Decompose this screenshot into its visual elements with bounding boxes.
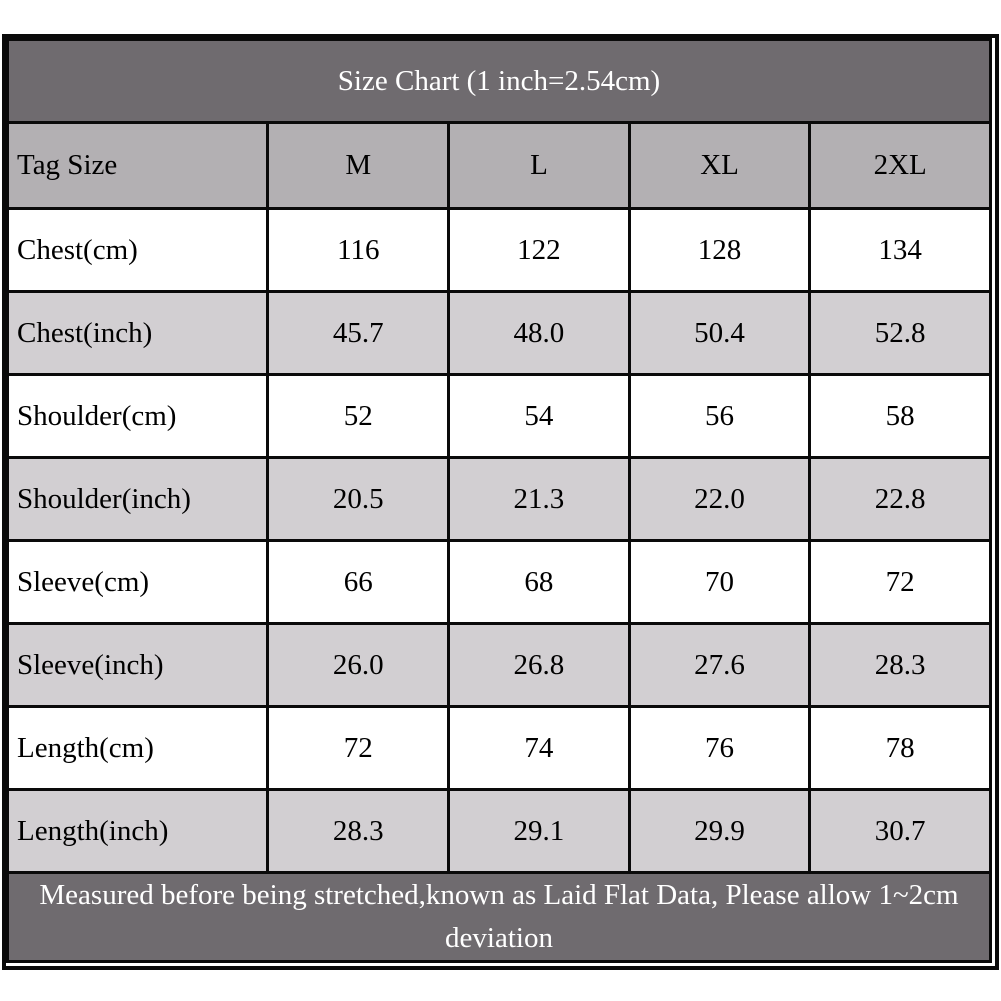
table-row: Sleeve(cm) 66 68 70 72: [5, 539, 992, 625]
cell-value: 26.8: [447, 622, 631, 708]
cell-value: 58: [808, 373, 992, 459]
cell-value: 30.7: [808, 788, 992, 874]
size-chart-table: Size Chart (1 inch=2.54cm) Tag Size M L XL…: [5, 38, 992, 963]
column-header-xl: XL: [627, 121, 812, 210]
cell-value: 27.6: [627, 622, 812, 708]
cell-value: 21.3: [447, 456, 631, 542]
cell-value: 20.5: [266, 456, 451, 542]
cell-value: 68: [447, 539, 631, 625]
cell-value: 66: [266, 539, 451, 625]
cell-value: 22.8: [808, 456, 992, 542]
cell-value: 72: [266, 705, 451, 791]
cell-value: 56: [627, 373, 812, 459]
cell-value: 29.1: [447, 788, 631, 874]
row-label: Sleeve(inch): [5, 622, 270, 708]
footer-row: Measured before being stretched,known as…: [6, 871, 992, 963]
cell-value: 48.0: [447, 290, 631, 376]
cell-value: 54: [447, 373, 631, 459]
table-row: Sleeve(inch) 26.0 26.8 27.6 28.3: [5, 622, 992, 708]
cell-value: 70: [627, 539, 812, 625]
cell-value: 78: [808, 705, 992, 791]
cell-value: 76: [627, 705, 812, 791]
size-chart-frame: Size Chart (1 inch=2.54cm) Tag Size M L XL…: [2, 34, 999, 970]
cell-value: 128: [627, 207, 812, 293]
table-row: Chest(inch) 45.7 48.0 50.4 52.8: [5, 290, 992, 376]
column-header-m: M: [266, 121, 451, 210]
row-label: Chest(cm): [5, 207, 270, 293]
column-header-l: L: [447, 121, 631, 210]
table-row: Length(inch) 28.3 29.1 29.9 30.7: [5, 788, 992, 874]
table-title: Size Chart (1 inch=2.54cm): [6, 38, 992, 124]
cell-value: 50.4: [627, 290, 812, 376]
header-row: Tag Size M L XL 2XL: [5, 121, 992, 210]
row-label: Shoulder(inch): [5, 456, 270, 542]
column-header-2xl: 2XL: [808, 121, 992, 210]
cell-value: 45.7: [266, 290, 451, 376]
cell-value: 134: [808, 207, 992, 293]
cell-value: 26.0: [266, 622, 451, 708]
cell-value: 52.8: [808, 290, 992, 376]
cell-value: 74: [447, 705, 631, 791]
cell-value: 28.3: [266, 788, 451, 874]
cell-value: 116: [266, 207, 451, 293]
measurement-note: Measured before being stretched,known as…: [6, 871, 992, 963]
cell-value: 52: [266, 373, 451, 459]
cell-value: 72: [808, 539, 992, 625]
column-header-tag-size: Tag Size: [5, 121, 270, 210]
row-label: Sleeve(cm): [5, 539, 270, 625]
row-label: Length(inch): [5, 788, 270, 874]
row-label: Length(cm): [5, 705, 270, 791]
cell-value: 28.3: [808, 622, 992, 708]
table-row: Length(cm) 72 74 76 78: [5, 705, 992, 791]
cell-value: 22.0: [627, 456, 812, 542]
cell-value: 29.9: [627, 788, 812, 874]
table-row: Shoulder(inch) 20.5 21.3 22.0 22.8: [5, 456, 992, 542]
table-row: Chest(cm) 116 122 128 134: [5, 207, 992, 293]
row-label: Shoulder(cm): [5, 373, 270, 459]
cell-value: 122: [447, 207, 631, 293]
row-label: Chest(inch): [5, 290, 270, 376]
title-row: Size Chart (1 inch=2.54cm): [6, 38, 992, 124]
table-row: Shoulder(cm) 52 54 56 58: [5, 373, 992, 459]
